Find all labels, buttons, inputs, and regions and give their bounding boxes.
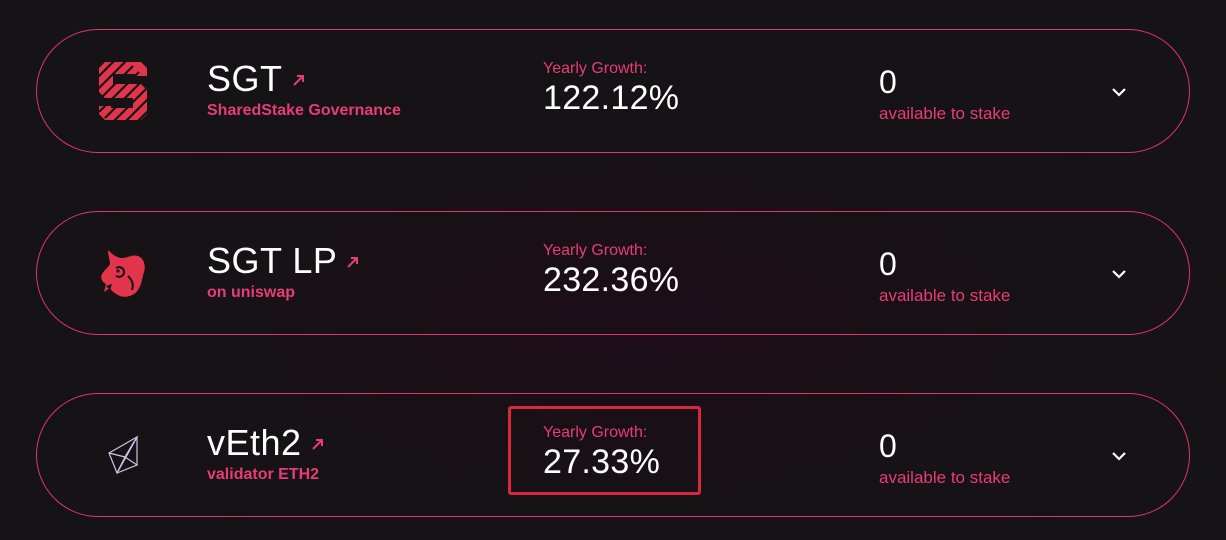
yearly-growth: Yearly Growth: 232.36% xyxy=(543,241,679,299)
token-info: SGT LP on uniswap xyxy=(207,240,361,302)
token-info: vEth2 validator ETH2 xyxy=(207,422,326,484)
chevron-down-icon[interactable] xyxy=(1105,260,1133,288)
growth-label: Yearly Growth: xyxy=(543,242,648,259)
available-label: available to stake xyxy=(879,468,1011,487)
token-name: SGT LP xyxy=(207,240,338,281)
token-subtitle: SharedStake Governance xyxy=(207,102,401,119)
external-link-arrow-icon[interactable] xyxy=(291,72,307,88)
chevron-down-icon[interactable] xyxy=(1105,442,1133,470)
growth-label: Yearly Growth: xyxy=(543,424,648,441)
external-link-arrow-icon[interactable] xyxy=(310,436,326,452)
available-stake: 0 available to stake xyxy=(879,428,1010,488)
available-value: 0 xyxy=(879,428,897,464)
available-stake: 0 available to stake xyxy=(879,246,1010,306)
available-label: available to stake xyxy=(879,286,1011,305)
pool-card-sgt[interactable]: SGT SharedStake Governance Yearly Growth… xyxy=(36,29,1190,153)
token-info: SGT SharedStake Governance xyxy=(207,58,401,120)
token-name: vEth2 xyxy=(207,422,302,463)
token-name: SGT xyxy=(207,58,283,99)
sharedstake-logo-icon xyxy=(93,58,153,124)
pool-card-sgt-lp[interactable]: SGT LP on uniswap Yearly Growth: 232.36%… xyxy=(36,211,1190,335)
yearly-growth: Yearly Growth: 122.12% xyxy=(543,59,679,117)
available-value: 0 xyxy=(879,246,897,282)
available-value: 0 xyxy=(879,64,897,100)
uniswap-unicorn-icon xyxy=(93,240,153,306)
pool-card-veth2[interactable]: vEth2 validator ETH2 Yearly Growth: 27.3… xyxy=(36,393,1190,517)
growth-value: 232.36% xyxy=(543,261,680,299)
yearly-growth: Yearly Growth: 27.33% xyxy=(543,423,660,481)
growth-value: 27.33% xyxy=(543,443,661,481)
growth-label: Yearly Growth: xyxy=(543,60,648,77)
chevron-down-icon[interactable] xyxy=(1105,78,1133,106)
token-subtitle: validator ETH2 xyxy=(207,466,320,483)
available-stake: 0 available to stake xyxy=(879,64,1010,124)
ethereum-diamond-icon xyxy=(93,422,153,488)
growth-value: 122.12% xyxy=(543,79,680,117)
external-link-arrow-icon[interactable] xyxy=(345,254,361,270)
token-subtitle: on uniswap xyxy=(207,284,295,301)
available-label: available to stake xyxy=(879,104,1011,123)
